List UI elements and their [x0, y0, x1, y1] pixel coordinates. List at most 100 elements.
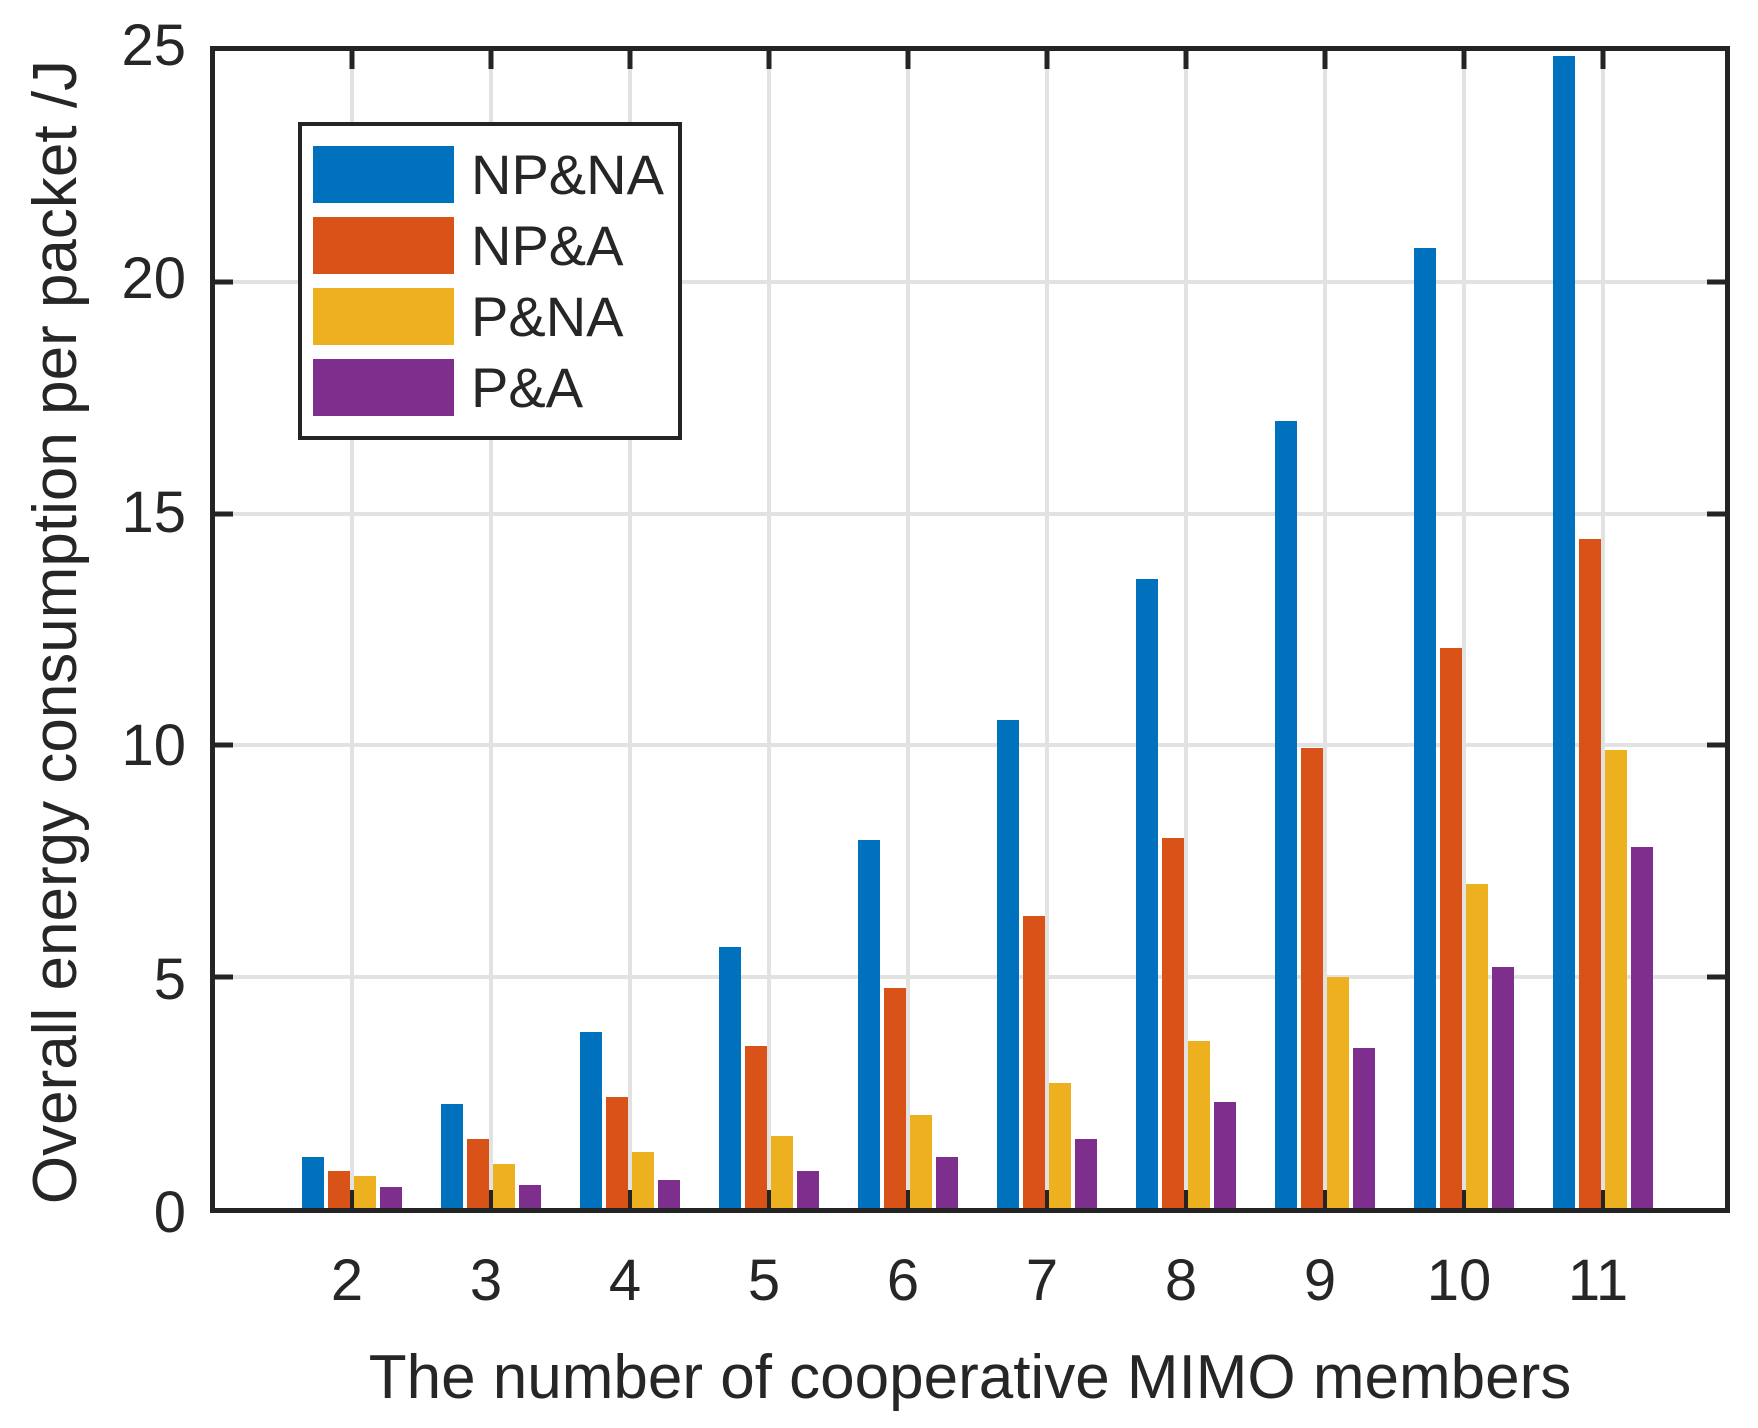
gridline-horizontal — [215, 743, 1725, 748]
y-tick-label: 0 — [153, 1180, 186, 1245]
x-axis-tick-bottom — [488, 1190, 494, 1208]
gridline-horizontal — [215, 280, 1725, 285]
bar-panda-4 — [658, 1180, 680, 1208]
bar-npandna-2 — [302, 1157, 324, 1208]
legend-label: NP&NA — [471, 142, 664, 206]
gridline-vertical — [489, 51, 493, 1208]
x-axis-tick-top — [905, 51, 911, 69]
y-tick-label: 5 — [153, 946, 186, 1012]
gridline-vertical — [1184, 51, 1188, 1208]
bar-panda-7 — [1075, 1138, 1097, 1208]
bar-npandna-6 — [858, 840, 880, 1208]
bar-npanda-9 — [1301, 747, 1323, 1208]
bar-npanda-2 — [328, 1170, 350, 1208]
x-tick-label: 11 — [1567, 1248, 1629, 1313]
bar-group — [997, 51, 1097, 1208]
y-axis-tick-left — [215, 511, 233, 517]
gridline-vertical — [1323, 51, 1327, 1208]
bar-pandna-10 — [1466, 884, 1488, 1208]
x-axis-tick-bottom — [1600, 1190, 1606, 1208]
bar-npandna-9 — [1275, 421, 1297, 1208]
legend-swatch-pandna — [313, 288, 454, 345]
bar-group — [441, 51, 541, 1208]
gridline-vertical — [906, 51, 910, 1208]
x-tick-label: 2 — [330, 1248, 364, 1313]
bar-npanda-8 — [1162, 837, 1184, 1208]
bar-group — [1414, 51, 1514, 1208]
legend-label: NP&A — [471, 213, 624, 277]
bar-npandna-11 — [1553, 55, 1575, 1208]
gridline-vertical — [1601, 51, 1605, 1208]
x-tick-label: 5 — [747, 1248, 781, 1313]
bar-pandna-6 — [910, 1115, 932, 1208]
bar-group — [302, 51, 402, 1208]
x-tick-label: 6 — [886, 1248, 920, 1313]
bar-panda-10 — [1492, 967, 1514, 1208]
x-axis-tick-top — [766, 51, 772, 69]
y-tick-label: 10 — [121, 713, 186, 779]
x-tick-label: 4 — [608, 1248, 642, 1313]
bar-pandna-3 — [493, 1164, 515, 1208]
y-axis-tick-left — [215, 742, 233, 748]
bar-npanda-4 — [606, 1096, 628, 1208]
legend-label: P&NA — [471, 284, 624, 348]
bar-npandna-7 — [997, 719, 1019, 1208]
y-tick-label: 25 — [121, 13, 186, 78]
legend-item: NP&A — [302, 217, 678, 274]
bar-npandna-4 — [580, 1032, 602, 1208]
bar-npanda-11 — [1579, 539, 1601, 1208]
bar-npanda-3 — [467, 1138, 489, 1208]
x-axis-tick-top — [1600, 51, 1606, 69]
gridline-vertical — [350, 51, 354, 1208]
y-axis-label: Overall energy consumption per packet /J — [21, 59, 90, 1205]
x-axis-label: The number of cooperative MIMO members — [368, 1343, 1572, 1412]
bar-panda-6 — [936, 1157, 958, 1208]
x-axis-tick-bottom — [1183, 1190, 1189, 1208]
legend-swatch-npandna — [313, 146, 454, 203]
x-axis-tick-bottom — [1044, 1190, 1050, 1208]
x-axis-tick-top — [1322, 51, 1328, 69]
gridline-vertical — [767, 51, 771, 1208]
x-axis-tick-top — [349, 51, 355, 69]
x-axis-tick-top — [627, 51, 633, 69]
x-tick-label: 9 — [1303, 1248, 1337, 1313]
bar-group — [719, 51, 819, 1208]
x-axis-tick-bottom — [905, 1190, 911, 1208]
y-tick-label: 15 — [121, 479, 186, 545]
y-tick-label: 20 — [121, 246, 186, 312]
x-tick-label: 3 — [469, 1248, 503, 1313]
x-tick-label: 10 — [1426, 1248, 1492, 1313]
x-axis-tick-top — [488, 51, 494, 69]
x-axis-tick-bottom — [1461, 1190, 1467, 1208]
x-tick-label: 7 — [1025, 1248, 1059, 1313]
legend: NP&NA NP&A P&NA P&A — [298, 122, 682, 440]
x-axis-tick-bottom — [349, 1190, 355, 1208]
bar-group — [1275, 51, 1375, 1208]
bar-pandna-2 — [354, 1175, 376, 1208]
legend-item: P&A — [302, 359, 678, 416]
bar-panda-2 — [380, 1187, 402, 1208]
bar-npanda-5 — [745, 1046, 767, 1208]
gridline-vertical — [628, 51, 632, 1208]
y-axis-tick-left — [215, 279, 233, 285]
bar-npandna-3 — [441, 1103, 463, 1208]
legend-swatch-panda — [313, 359, 454, 416]
y-axis-tick-left — [215, 974, 233, 980]
x-axis-tick-bottom — [766, 1190, 772, 1208]
bar-pandna-11 — [1605, 749, 1627, 1208]
bar-pandna-4 — [632, 1152, 654, 1208]
y-axis-tick-right — [1707, 974, 1725, 980]
bar-npandna-10 — [1414, 247, 1436, 1208]
bar-npanda-7 — [1023, 916, 1045, 1208]
x-axis-tick-top — [1044, 51, 1050, 69]
gridline-vertical — [1045, 51, 1049, 1208]
y-axis-tick-right — [1707, 511, 1725, 517]
gridline-vertical — [1462, 51, 1466, 1208]
bar-group — [1553, 51, 1653, 1208]
legend-swatch-npanda — [313, 217, 454, 274]
x-axis-tick-top — [1461, 51, 1467, 69]
gridline-horizontal — [215, 511, 1725, 516]
bar-pandna-7 — [1049, 1083, 1071, 1208]
bar-pandna-9 — [1327, 976, 1349, 1208]
bar-panda-9 — [1353, 1048, 1375, 1208]
